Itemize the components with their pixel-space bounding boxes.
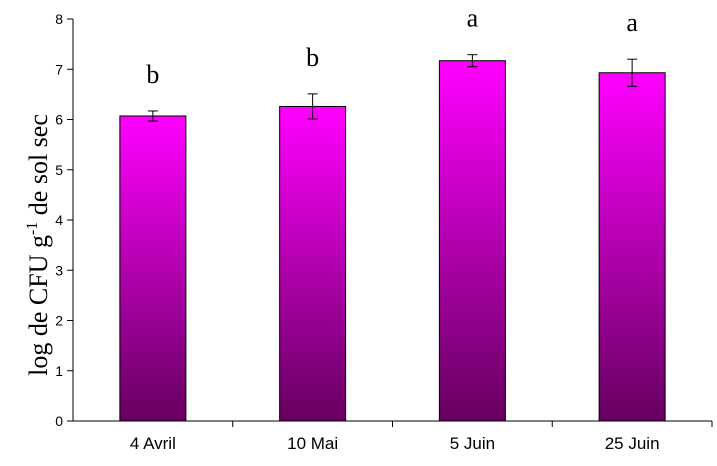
y-tick-label: 0 xyxy=(55,413,63,429)
y-tick-label: 3 xyxy=(55,262,63,278)
bar xyxy=(598,72,666,422)
x-tick-label: 25 Juin xyxy=(605,434,660,453)
significance-letter: a xyxy=(626,8,638,37)
y-axis-label-superscript: -1 xyxy=(24,222,41,235)
x-tick-label: 5 Juin xyxy=(450,434,495,453)
error-bars xyxy=(147,54,638,122)
significance-letter: b xyxy=(146,60,159,89)
x-axis-tick-labels: 4 Avril 10 Mai 5 Juin 25 Juin xyxy=(130,421,713,453)
significance-letter: b xyxy=(306,43,319,72)
y-axis-label-main: log de CFU g xyxy=(24,235,53,376)
y-tick-label: 4 xyxy=(55,212,63,228)
y-axis-label: log de CFU g-1 de sol sec xyxy=(24,114,53,376)
bars xyxy=(119,60,666,422)
significance-letter: a xyxy=(467,4,479,33)
bar xyxy=(438,60,506,422)
x-tick-label: 4 Avril xyxy=(130,434,176,453)
y-tick-label: 7 xyxy=(55,61,63,77)
y-tick-label: 1 xyxy=(55,363,63,379)
y-tick-label: 6 xyxy=(55,112,63,128)
bar xyxy=(279,105,347,422)
y-axis-ticks: 0 1 2 3 4 5 6 7 8 xyxy=(55,11,73,429)
bar xyxy=(119,115,187,422)
y-tick-label: 5 xyxy=(55,162,63,178)
y-axis-label-tail: de sol sec xyxy=(24,114,53,222)
y-tick-label: 2 xyxy=(55,313,63,329)
significance-letters: b b a a xyxy=(146,4,638,89)
y-tick-label: 8 xyxy=(55,11,63,27)
x-tick-label: 10 Mai xyxy=(287,434,338,453)
